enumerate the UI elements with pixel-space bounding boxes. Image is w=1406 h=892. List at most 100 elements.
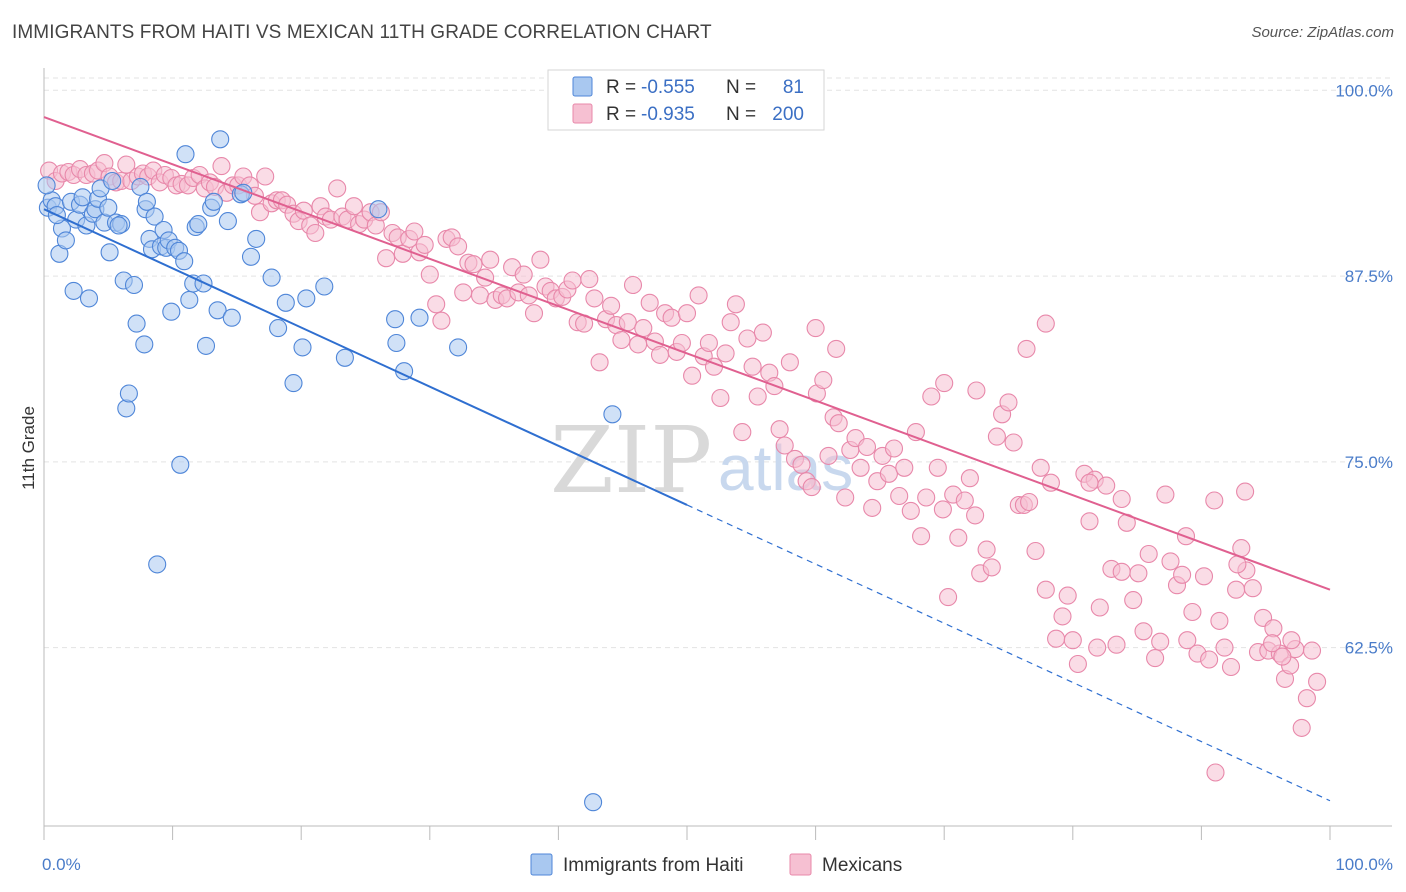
mexicans-point-216: [1227, 580, 1246, 599]
mexicans-point-160: [922, 387, 941, 406]
haiti-point-44: [176, 145, 195, 164]
correlation-legend: R = -0.555 N = 81 R = -0.935 N = 200: [547, 69, 825, 131]
legend-n-label-1: N =: [726, 77, 756, 98]
mexicans-point-108: [640, 293, 659, 312]
mexicans-point-161: [928, 458, 947, 477]
mexicans-point-115: [677, 304, 697, 323]
haiti-point-80: [369, 200, 388, 219]
mexicans-point-247: [1088, 638, 1107, 657]
mexicans-point-107: [634, 319, 653, 338]
mexicans-point-126: [738, 329, 757, 348]
trend-lines: [43, 116, 1331, 802]
mexicans-point-103: [612, 330, 631, 350]
mexicans-point-187: [1068, 654, 1087, 674]
mexicans-point-202: [1151, 632, 1170, 651]
legend-n-value-1: 81: [783, 77, 804, 98]
mexicans-point-78: [476, 268, 495, 287]
mexicans-point-207: [1178, 631, 1197, 650]
mexicans-point-200: [1139, 544, 1158, 564]
mexicans-point-104: [618, 313, 637, 332]
haiti-point-69: [387, 333, 406, 353]
mexicans-point-112: [662, 308, 681, 327]
haiti-point-63: [284, 374, 303, 393]
mexicans-point-231: [1308, 672, 1327, 691]
mexicans-point-156: [901, 501, 920, 520]
mexicans-point-168: [966, 506, 985, 525]
mexicans-point-186: [1063, 631, 1082, 650]
y-tick-label-2: 87.5%: [1345, 267, 1393, 286]
haiti-point-52: [204, 192, 223, 211]
watermark: ZIP atlas: [550, 407, 853, 514]
mexicans-point-129: [753, 323, 772, 342]
mexicans-point-245: [1273, 647, 1292, 666]
mexicans-point-213: [1210, 611, 1229, 630]
haiti-point-75: [37, 176, 56, 195]
haiti-trend-line: [43, 208, 688, 506]
haiti-point-43: [175, 252, 194, 271]
mexicans-point-47: [306, 223, 325, 243]
haiti-point-26: [124, 275, 144, 295]
haiti-point-58: [241, 247, 261, 266]
mexicans-point-136: [792, 455, 811, 474]
mexicans-point-123: [721, 313, 740, 332]
y-tick-labels: 62.5% 75.0% 87.5% 100.0%: [1335, 81, 1393, 657]
haiti-point-18: [99, 198, 118, 217]
mexicans-point-68: [420, 265, 439, 284]
legend-swatch-mexicans: [572, 103, 593, 124]
haiti-point-27: [127, 314, 146, 333]
mexicans-point-134: [780, 353, 799, 372]
mexicans-point-165: [949, 528, 968, 547]
mexicans-point-125: [733, 423, 752, 442]
haiti-point-34: [148, 555, 167, 574]
mexicans-point-179: [1026, 541, 1045, 561]
mexicans-trend-line: [43, 116, 1331, 591]
haiti-point-29: [135, 335, 154, 354]
mexicans-point-70: [432, 311, 451, 330]
mexicans-point-234: [935, 374, 954, 393]
haiti-point-73: [603, 405, 622, 424]
mexicans-point-38: [256, 167, 275, 186]
mexicans-point-101: [602, 296, 621, 315]
mexicans-point-69: [427, 295, 446, 314]
haiti-trend-extension: [686, 504, 1331, 802]
legend-r-value-1: -0.555: [641, 77, 695, 98]
mexicans-point-183: [1047, 629, 1066, 648]
mexicans-point-74: [454, 283, 473, 302]
mexicans-point-242: [1112, 562, 1131, 581]
mexicans-point-232: [806, 319, 825, 338]
mexicans-point-152: [879, 464, 898, 483]
x-tick-label-1: 100.0%: [1335, 855, 1393, 874]
mexicans-point-180: [1031, 458, 1050, 477]
mexicans-point-212: [1205, 491, 1224, 510]
mexicans-point-143: [829, 414, 848, 433]
mexicans-point-51: [328, 179, 347, 198]
mexicans-point-110: [650, 345, 670, 364]
mexicans-point-208: [1183, 602, 1202, 622]
mexicans-point-148: [857, 437, 877, 457]
haiti-point-55: [218, 212, 237, 231]
mexicans-point-199: [1134, 622, 1153, 641]
mexicans-point-229: [1297, 689, 1316, 708]
haiti-point-62: [276, 293, 295, 312]
haiti-point-78: [137, 192, 156, 211]
mexicans-point-240: [1236, 482, 1255, 501]
mexicans-point-167: [960, 469, 979, 488]
mexicans-point-215: [1221, 657, 1241, 677]
mexicans-point-236: [1017, 339, 1036, 358]
legend-r-label-1: R =: [606, 77, 636, 98]
mexicans-point-172: [987, 427, 1006, 446]
mexicans-point-158: [912, 527, 931, 546]
mexicans-point-122: [716, 344, 735, 363]
mexicans-point-153: [884, 439, 904, 458]
mexicans-point-189: [1080, 512, 1099, 531]
mexicans-point-174: [999, 393, 1018, 412]
legend-n-value-2: 200: [772, 104, 804, 125]
mexicans-point-154: [890, 486, 909, 506]
mexicans-point-171: [982, 558, 1001, 577]
mexicans-point-244: [1263, 634, 1282, 653]
haiti-point-72: [449, 338, 468, 357]
chart-source: Source: ZipAtlas.com: [1251, 24, 1394, 41]
mexicans-point-175: [1004, 433, 1023, 452]
mexicans-point-128: [748, 387, 767, 406]
